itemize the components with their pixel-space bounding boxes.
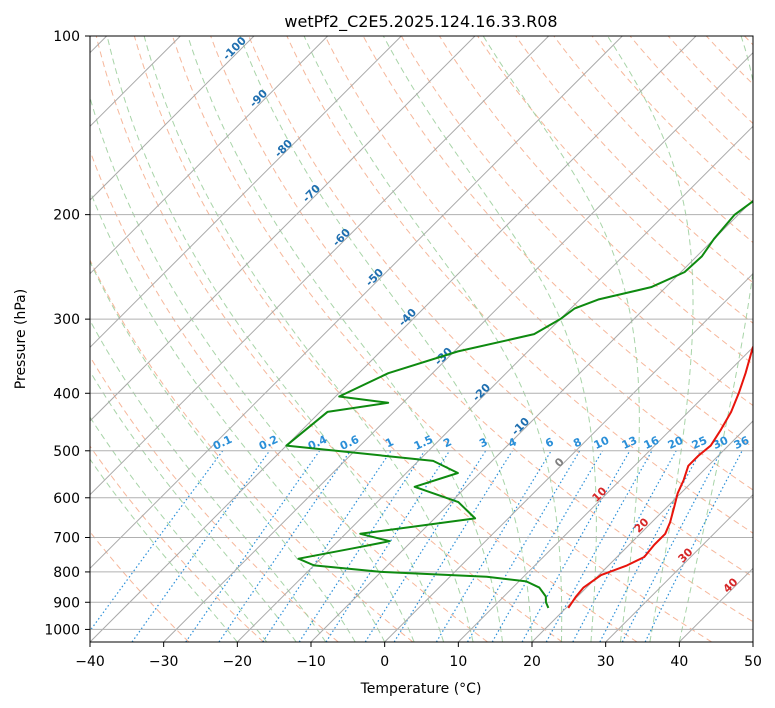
temperature-series-line: [567, 344, 753, 609]
mixing-ratio-line: [218, 450, 351, 642]
x-tick-label: 30: [597, 654, 615, 670]
moist-adiabat: [90, 95, 415, 642]
mixing-ratio-label: 36: [732, 434, 752, 452]
y-tick-label: 900: [53, 595, 80, 611]
dry-adiabat: [90, 259, 414, 642]
isotherm-line: [236, 125, 753, 642]
moist-adiabat: [303, 36, 563, 642]
y-tick-label: 100: [53, 29, 80, 45]
dry-adiabat: [515, 36, 753, 284]
x-tick-label: −10: [296, 654, 326, 670]
chart-title: wetPf2_C2E5.2025.124.16.33.R08: [284, 12, 557, 32]
mixing-ratio-line: [364, 450, 487, 642]
moist-adiabat: [482, 36, 640, 642]
moist-adiabat: [382, 36, 597, 642]
y-tick-label: 500: [53, 444, 80, 460]
isotherm-line: [605, 493, 753, 642]
y-tick-label: 200: [53, 208, 80, 224]
isotherm-line: [90, 36, 255, 201]
dewpoint-series-line: [285, 199, 753, 609]
x-tick-label: −30: [149, 654, 179, 670]
moist-adiabat: [239, 36, 533, 642]
x-axis-label: Temperature (°C): [360, 681, 482, 697]
mixing-ratio-label: 16: [642, 434, 662, 452]
mixing-ratio-line: [521, 450, 631, 642]
isotherm-lines: [90, 36, 753, 642]
x-axis-ticks: −40 −30 −20 −10 0 10 20 30 40 50: [75, 642, 762, 670]
y-axis-label: Pressure (hPa): [13, 289, 29, 389]
mixing-ratio-label: 20: [666, 434, 686, 452]
moist-adiabat: [678, 36, 753, 642]
isotherm-line: [90, 36, 550, 496]
mixing-ratio-line: [572, 450, 677, 642]
dry-adiabat: [90, 445, 264, 642]
isotherm-line: [384, 272, 753, 642]
isotherm-line: [163, 51, 753, 642]
x-tick-label: 0: [380, 654, 389, 670]
moist-adiabat: [607, 36, 694, 642]
mixing-ratio-label: 10: [592, 434, 612, 452]
dry-adiabat: [400, 36, 753, 407]
moist-adiabat: [90, 319, 327, 642]
mixing-ratio-line: [185, 450, 321, 642]
y-tick-label: 400: [53, 386, 80, 402]
y-tick-label: 800: [53, 565, 80, 581]
plot-area: -100-90-80-70-60-50-40-30-20-10010203040…: [90, 36, 753, 642]
mixing-ratio-line: [491, 450, 603, 642]
dry-adiabat: [324, 36, 753, 491]
mixing-ratio-line: [466, 450, 581, 642]
dry-adiabat: [95, 36, 563, 642]
isotherm-line: [531, 420, 753, 642]
moist-adiabat: [187, 36, 504, 642]
moist-adiabat: [90, 416, 268, 642]
dry-adiabat: [477, 36, 753, 324]
mixing-ratio-line: [435, 450, 552, 642]
isotherm-line: [90, 36, 329, 275]
dry-adiabat: [210, 36, 753, 623]
mixing-ratio-label: 13: [620, 434, 639, 452]
dry-adiabat: [629, 36, 753, 164]
mixing-ratio-line: [131, 450, 271, 642]
isotherm-line: [90, 36, 476, 422]
isotherm-line: [457, 346, 753, 642]
moist-adiabats: [90, 36, 753, 642]
isotherm-line: [90, 36, 402, 349]
dry-adiabats: [90, 36, 753, 642]
y-tick-label: 600: [53, 491, 80, 507]
dry-adiabat: [133, 36, 638, 642]
isotherm-line: [90, 36, 697, 642]
moist-adiabat: [90, 458, 238, 642]
y-axis-ticks: 100 200 300 400 500 600 700 800 900 1000: [44, 29, 90, 638]
isotherm-line: [90, 36, 623, 570]
y-tick-label: 700: [53, 531, 80, 547]
mixing-ratio-label: 25: [690, 434, 709, 452]
x-tick-label: 10: [449, 654, 467, 670]
pressure-gridlines: [90, 36, 753, 630]
mixing-ratio-line: [393, 450, 513, 642]
moist-adiabat: [90, 260, 356, 642]
moist-adiabat: [143, 36, 474, 642]
x-tick-label: 20: [523, 654, 541, 670]
x-tick-label: −40: [75, 654, 105, 670]
plot-frame: [89, 35, 754, 643]
y-tick-label: 300: [53, 312, 80, 328]
moist-adiabat: [90, 189, 386, 642]
moist-adiabat: [106, 36, 445, 642]
isotherm-line: [310, 199, 753, 642]
x-tick-label: 50: [744, 654, 762, 670]
x-tick-label: 40: [670, 654, 688, 670]
moist-adiabat: [90, 370, 297, 642]
y-tick-label: 1000: [44, 622, 80, 638]
dry-adiabat: [248, 36, 753, 578]
profile-series: [285, 199, 753, 609]
x-tick-label: −20: [223, 654, 253, 670]
